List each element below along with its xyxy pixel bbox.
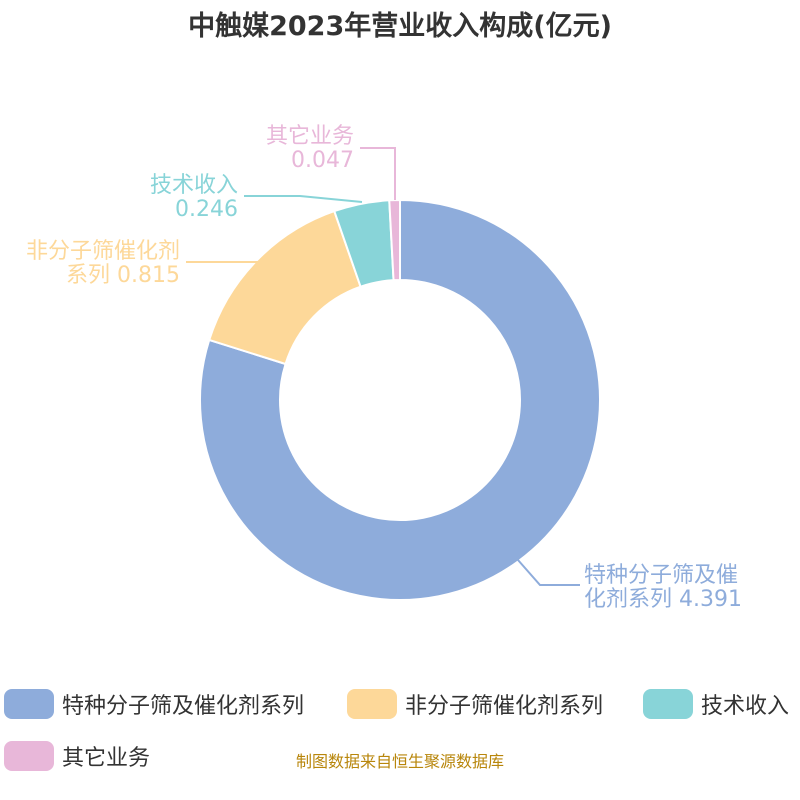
- legend-label: 非分子筛催化剂系列: [405, 694, 604, 719]
- slice-label: 其它业务: [266, 124, 354, 149]
- legend-item-special-zeolite[interactable]: 特种分子筛及催化剂系列: [4, 684, 304, 724]
- legend-swatch: [643, 689, 693, 719]
- legend-item-other[interactable]: 其它业务: [4, 736, 150, 776]
- slice-label: 0.047: [291, 148, 354, 173]
- legend-swatch: [4, 689, 54, 719]
- slice-label: 化剂系列 4.391: [584, 587, 742, 612]
- legend-label: 特种分子筛及催化剂系列: [62, 694, 305, 719]
- legend-item-non-zeolite[interactable]: 非分子筛催化剂系列: [347, 684, 603, 724]
- legend-item-tech-income[interactable]: 技术收入: [643, 684, 789, 724]
- slice-label: 非分子筛催化剂: [26, 239, 180, 264]
- slice-label: 特种分子筛及催: [584, 563, 738, 588]
- legend-swatch: [4, 741, 54, 771]
- slice-label: 技术收入: [150, 173, 238, 198]
- slice-label: 0.246: [175, 197, 238, 222]
- chart-title: 中触媒2023年营业收入构成(亿元): [188, 11, 612, 42]
- donut-slice[interactable]: [207, 209, 362, 366]
- legend-swatch: [347, 689, 397, 719]
- legend-label: 技术收入: [701, 694, 790, 719]
- donut-slice[interactable]: [388, 198, 401, 282]
- donut-slice[interactable]: [199, 198, 601, 601]
- label-leader-line: [244, 195, 363, 203]
- label-leader-line: [360, 147, 396, 200]
- source-note: 制图数据来自恒生聚源数据库: [295, 752, 504, 771]
- label-leader-line: [517, 559, 580, 586]
- slice-label: 系列 0.815: [66, 263, 180, 288]
- legend-label: 其它业务: [62, 746, 151, 771]
